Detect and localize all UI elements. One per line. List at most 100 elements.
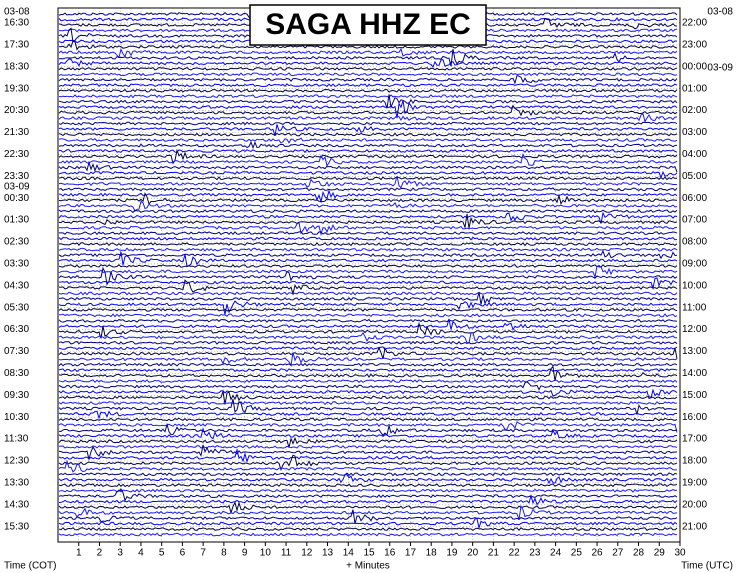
trace (58, 170, 678, 179)
trace (58, 291, 678, 296)
x-tick-label: 26 (592, 548, 604, 559)
trace (58, 379, 678, 384)
trace (58, 160, 678, 173)
x-tick-label: 3 (117, 548, 123, 559)
trace (58, 331, 677, 344)
trace (58, 391, 678, 405)
right-axis-label: Time (UTC) (681, 561, 733, 572)
trace (58, 381, 678, 391)
trace (58, 472, 678, 477)
trace (58, 398, 678, 416)
trace (58, 488, 678, 493)
left-date: 03-08 (4, 7, 30, 18)
trace (58, 58, 678, 68)
left-time-label: 19:30 (4, 83, 29, 94)
right-time-label: 03:00 (682, 127, 707, 138)
right-time-label: 16:00 (682, 412, 707, 423)
trace (58, 249, 678, 260)
left-time-label: 17:30 (4, 40, 29, 51)
trace (58, 459, 678, 473)
trace (58, 346, 678, 360)
right-time-label: 12:00 (682, 324, 707, 335)
left-time-label: 22:30 (4, 149, 29, 160)
right-time-label: 20:00 (682, 499, 707, 510)
trace (58, 187, 678, 192)
trace (58, 200, 678, 212)
x-tick-label: 19 (446, 548, 458, 559)
x-tick-label: 22 (509, 548, 521, 559)
trace (58, 48, 678, 67)
left-time-label: 05:30 (4, 302, 29, 313)
trace (58, 410, 677, 420)
x-tick-label: 18 (426, 548, 438, 559)
left-time-label: 01:30 (4, 215, 29, 226)
trace (58, 209, 678, 214)
left-time-label: 13:30 (4, 478, 29, 489)
trace (58, 493, 678, 506)
x-axis-label: + Minutes (346, 561, 390, 572)
trace (58, 321, 678, 339)
trace (58, 40, 678, 51)
trace (59, 313, 678, 318)
trace (58, 444, 678, 449)
trace (58, 474, 678, 485)
right-time-label: 09:00 (682, 259, 707, 270)
right-date: 03-08 (707, 7, 733, 18)
x-tick-label: 11 (281, 548, 292, 559)
x-tick-label: 5 (159, 548, 165, 559)
trace (58, 501, 678, 515)
trace (58, 221, 678, 237)
left-time-label: 04:30 (4, 280, 29, 291)
trace (58, 236, 678, 241)
trace (58, 527, 678, 531)
trace (58, 211, 678, 224)
title-box (249, 4, 487, 46)
trace (58, 427, 678, 440)
x-tick-label: 4 (138, 548, 144, 559)
trace (58, 213, 678, 230)
trace (58, 192, 678, 206)
left-time-label: 16:30 (4, 18, 29, 29)
left-time-label: 14:30 (4, 499, 29, 510)
trace (58, 400, 678, 406)
trace (58, 74, 678, 85)
trace (58, 447, 678, 464)
trace (58, 140, 678, 150)
trace (58, 362, 678, 367)
right-time-label: 07:00 (682, 215, 707, 226)
left-time-label: 08:30 (4, 368, 29, 379)
trace (58, 279, 678, 296)
x-tick-label: 15 (363, 548, 375, 559)
trace (58, 176, 678, 181)
trace (58, 83, 678, 88)
x-tick-label: 25 (571, 548, 583, 559)
trace (58, 121, 678, 126)
trace (58, 365, 678, 382)
trace (58, 247, 678, 252)
trace (58, 132, 678, 137)
trace (58, 292, 678, 305)
x-tick-label: 29 (654, 548, 666, 559)
trace (58, 421, 678, 433)
left-date: 03-09 (4, 182, 30, 193)
trace (58, 352, 678, 368)
left-time-label: 06:30 (4, 324, 29, 335)
left-time-label: 02:30 (4, 237, 29, 248)
x-tick-label: 12 (301, 548, 313, 559)
trace (58, 532, 678, 537)
trace (58, 175, 678, 189)
trace (58, 488, 678, 502)
trace (58, 266, 678, 286)
right-time-label: 02:00 (682, 105, 707, 116)
trace (58, 318, 678, 323)
right-time-label: 19:00 (682, 478, 707, 489)
right-time-label: 08:00 (682, 237, 707, 248)
x-tick-label: 30 (674, 548, 686, 559)
trace (58, 509, 678, 524)
x-tick-label: 6 (180, 548, 186, 559)
trace (58, 94, 678, 110)
right-time-label: 14:00 (682, 368, 707, 379)
left-axis-label: Time (COT) (4, 561, 56, 572)
trace (58, 66, 678, 71)
trace (58, 94, 678, 99)
